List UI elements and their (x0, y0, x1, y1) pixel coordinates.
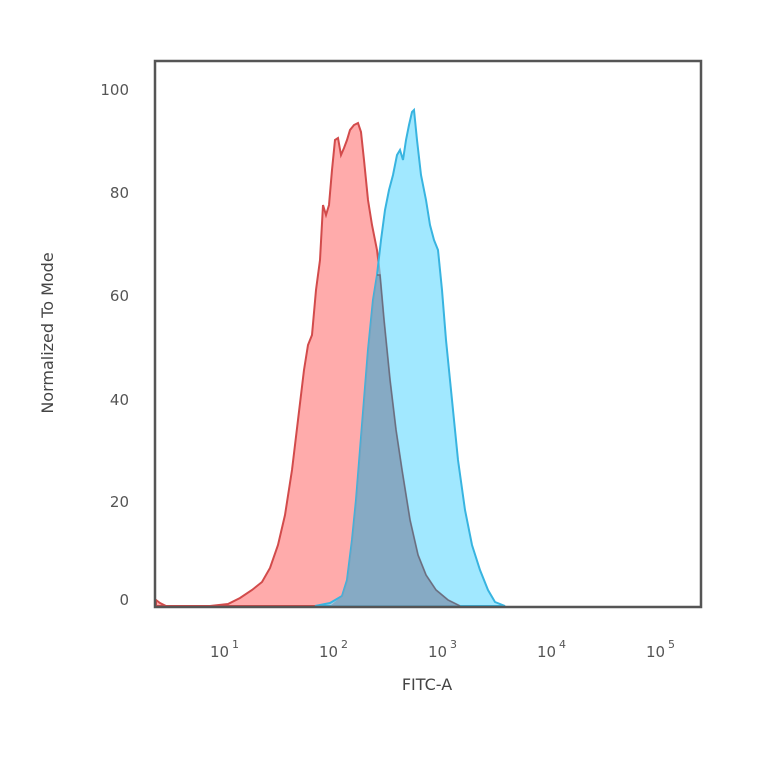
x-tick-label: 10 4 (537, 638, 566, 661)
x-tick-label: 10 5 (646, 638, 675, 661)
x-tick-label: 10 3 (428, 638, 457, 661)
svg-text:2: 2 (341, 638, 348, 651)
y-tick-label: 20 (110, 493, 129, 511)
series-overlap-edge (377, 274, 461, 607)
svg-text:4: 4 (559, 638, 566, 651)
y-tick-label: 40 (110, 391, 129, 409)
x-axis-title: FITC-A (402, 675, 452, 694)
x-tick-label: 10 1 (210, 638, 239, 661)
x-tick-label: 10 2 (319, 638, 348, 661)
y-axis: 0 20 40 60 80 100 (100, 81, 129, 609)
svg-text:3: 3 (450, 638, 457, 651)
x-axis: 10 1 10 2 10 3 10 4 10 5 (210, 638, 675, 661)
y-tick-label: 80 (110, 184, 129, 202)
series-overlap-area (330, 275, 460, 606)
y-tick-label: 100 (100, 81, 129, 99)
svg-text:5: 5 (668, 638, 675, 651)
svg-text:1: 1 (232, 638, 239, 651)
svg-text:10: 10 (428, 643, 447, 661)
plot-frame (153, 59, 703, 609)
svg-text:10: 10 (319, 643, 338, 661)
svg-text:10: 10 (210, 643, 229, 661)
y-axis-title: Normalized To Mode (38, 252, 57, 413)
svg-text:10: 10 (646, 643, 665, 661)
y-tick-label: 60 (110, 287, 129, 305)
svg-text:10: 10 (537, 643, 556, 661)
y-tick-label: 0 (119, 591, 129, 609)
